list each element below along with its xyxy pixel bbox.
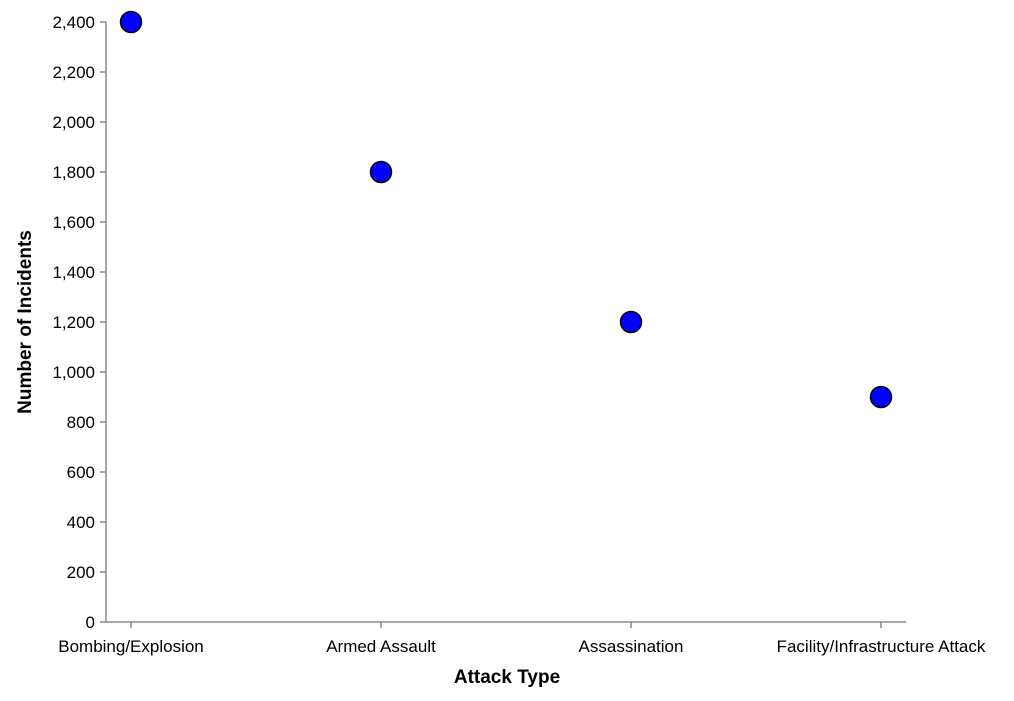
x-tick-label: Armed Assault	[326, 637, 436, 656]
x-axis-title: Attack Type	[454, 667, 560, 688]
data-point	[369, 160, 393, 184]
y-tick-label: 0	[86, 613, 95, 632]
y-tick-label: 800	[67, 413, 95, 432]
y-axis: 0 200 400 600 800 1,000 1,200 1,400 1,600 1,800 2,…	[52, 13, 107, 632]
data-point	[119, 10, 143, 34]
x-tick-label: Assassination	[579, 637, 684, 656]
y-tick-label: 400	[67, 513, 95, 532]
x-axis: Bombing/Explosion Armed Assault Assassinat…	[58, 621, 986, 656]
y-tick-label: 1,400	[52, 263, 95, 282]
y-axis-title: Number of Incidents	[15, 230, 36, 414]
data-points	[119, 10, 893, 409]
y-tick-label: 200	[67, 563, 95, 582]
x-tick-label: Facility/Infrastructure Attack	[777, 637, 986, 656]
y-tick-label: 2,000	[52, 113, 95, 132]
data-point	[619, 310, 643, 334]
y-tick-label: 1,000	[52, 363, 95, 382]
y-tick-label: 2,200	[52, 63, 95, 82]
y-tick-label: 2,400	[52, 13, 95, 32]
y-tick-label: 600	[67, 463, 95, 482]
y-tick-label: 1,600	[52, 213, 95, 232]
y-tick-label: 1,800	[52, 163, 95, 182]
y-tick-label: 1,200	[52, 313, 95, 332]
x-tick-label: Bombing/Explosion	[58, 637, 204, 656]
data-point	[869, 385, 893, 409]
